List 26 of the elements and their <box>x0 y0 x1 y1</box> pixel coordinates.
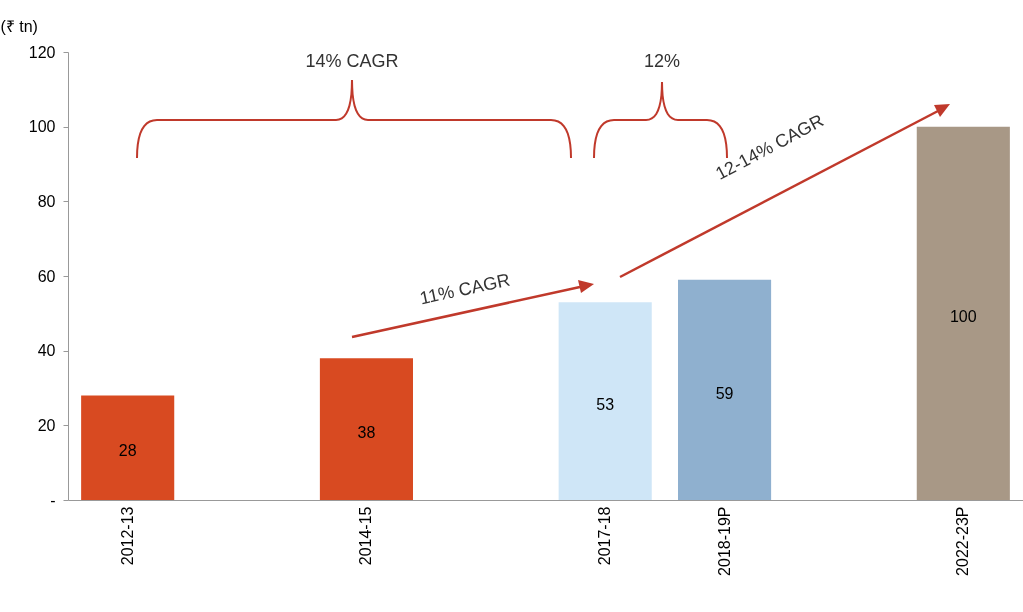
annotation: 12% <box>643 51 681 71</box>
y-tick-label: 100 <box>28 118 56 136</box>
bar <box>319 358 413 500</box>
data-label: 100 <box>949 308 977 326</box>
data-label: 53 <box>596 395 615 413</box>
y-tick-label: 80 <box>37 192 56 210</box>
bar <box>81 395 175 500</box>
data-label: 59 <box>715 384 734 402</box>
x-tick-label: 2012-13 <box>118 506 136 566</box>
annotation: 11% CAGR <box>417 269 512 309</box>
bar <box>678 279 772 500</box>
data-label: 38 <box>357 423 376 441</box>
bar <box>916 126 1010 500</box>
data-label: 28 <box>118 442 137 460</box>
x-tick-label: 2022-23P <box>954 506 972 576</box>
x-tick-label: 2014-15 <box>357 506 375 566</box>
y-tick-label: 40 <box>37 342 56 360</box>
x-tick-label: 2017-18 <box>596 506 614 566</box>
y-tick-label: 20 <box>37 416 56 434</box>
annotation: 14% CAGR <box>305 51 399 71</box>
y-tick-label: - <box>50 491 56 509</box>
y-axis-title: (₹ tn) <box>0 17 38 35</box>
x-tick-label: 2018-19P <box>715 506 733 576</box>
y-tick-label: 60 <box>37 267 56 285</box>
bar <box>558 302 652 500</box>
y-tick-label: 120 <box>28 43 56 61</box>
